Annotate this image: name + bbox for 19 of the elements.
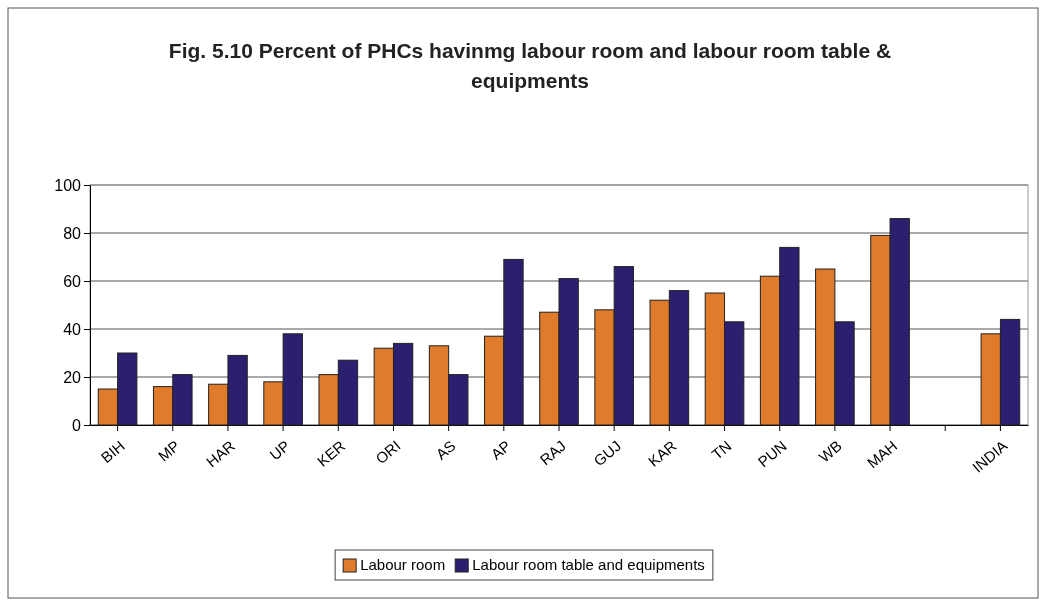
x-tick-label: TN xyxy=(708,436,735,463)
y-tick-label: 40 xyxy=(63,320,82,338)
chart-title: Fig. 5.10 Percent of PHCs havinmg labour room and labour room table & equipments xyxy=(168,39,892,92)
x-tick-label: UP xyxy=(266,436,294,464)
x-tick-label: ORI xyxy=(372,436,404,468)
x-tick-label: WB xyxy=(815,436,845,466)
y-tick-label: 0 xyxy=(72,416,82,434)
y-tick-label: 20 xyxy=(63,368,82,386)
legend-label: Labour room xyxy=(360,556,446,573)
y-tick-label: 80 xyxy=(63,224,82,242)
x-tick-label: BIH xyxy=(97,436,128,467)
x-tick-label: GUJ xyxy=(590,436,625,470)
x-tick-label: AS xyxy=(432,436,459,463)
x-tick-label: AP xyxy=(487,436,514,463)
x-tick-label: RAJ xyxy=(536,436,570,469)
y-tick-label: 100 xyxy=(54,176,82,194)
x-tick-label: MP xyxy=(154,436,183,465)
legend-label: Labour room table and equipments xyxy=(472,556,705,573)
y-tick-label: 60 xyxy=(63,272,82,290)
